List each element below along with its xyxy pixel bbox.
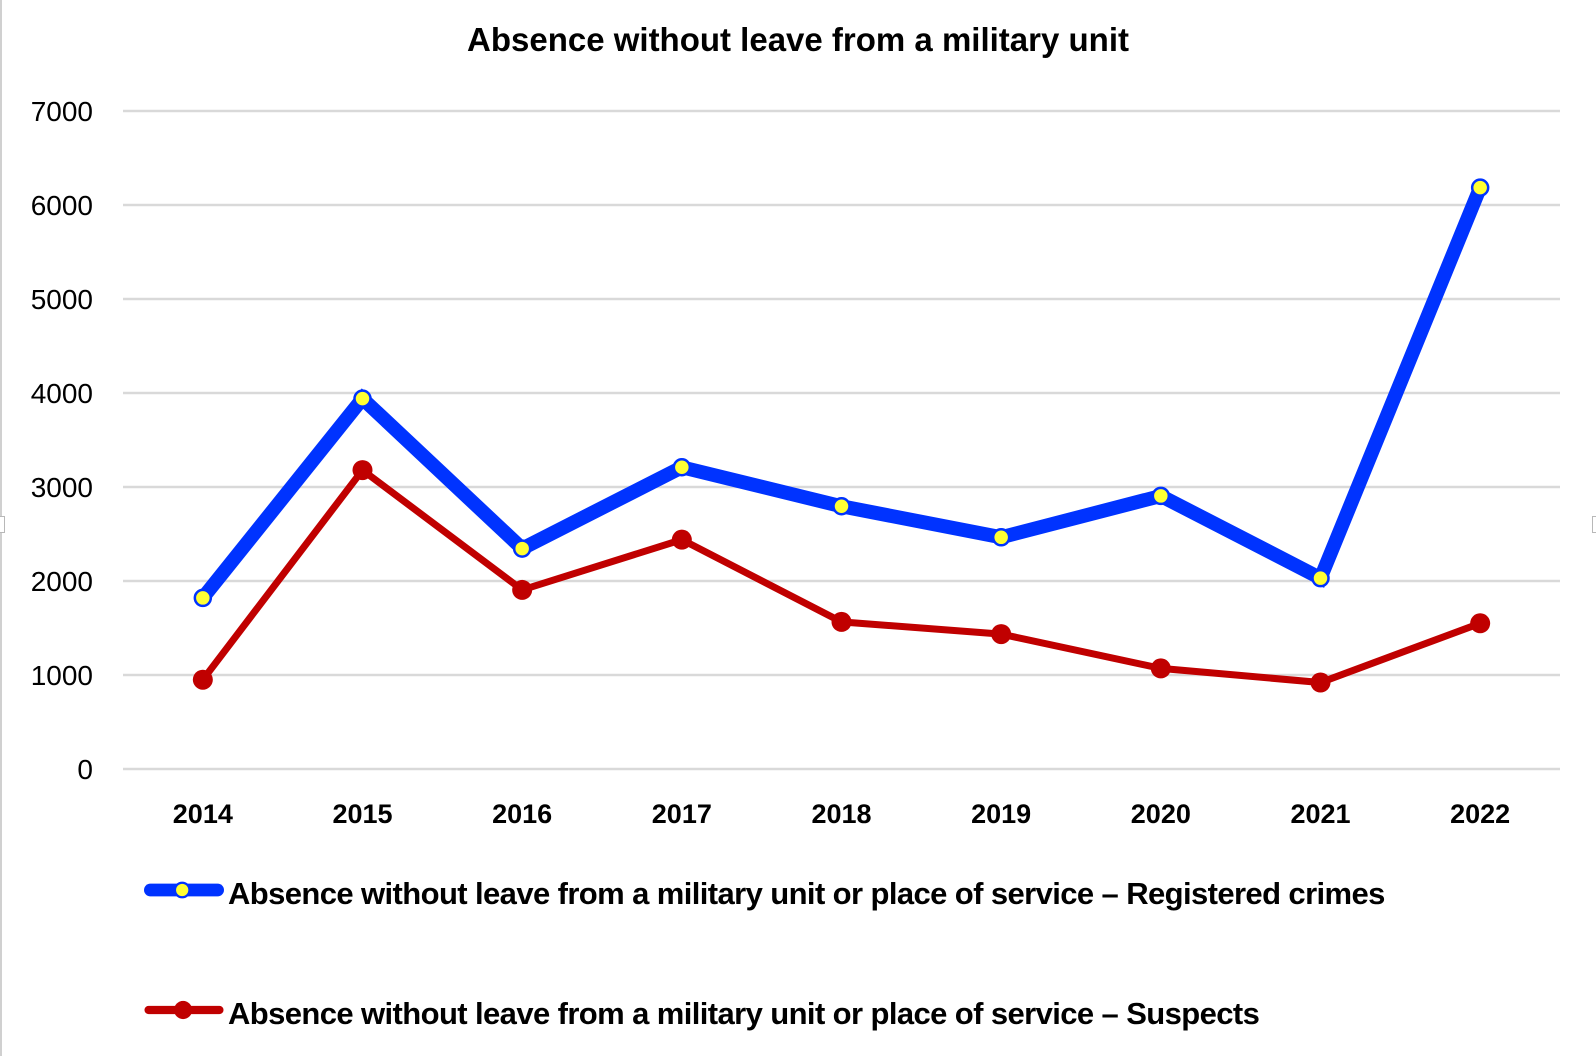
legend-item-registered[interactable]: Absence without leave from a military un… (140, 870, 1468, 917)
chart-title: Absence without leave from a military un… (467, 21, 1129, 58)
data-point[interactable] (1310, 672, 1331, 693)
x-tick-label: 2018 (811, 799, 871, 829)
data-point[interactable] (192, 669, 213, 690)
x-tick-label: 2016 (492, 799, 552, 829)
y-tick-label: 6000 (31, 190, 93, 221)
data-point[interactable] (832, 497, 851, 516)
legend-label-suspects: Absence without leave from a military un… (228, 996, 1260, 1031)
y-tick-label: 7000 (31, 96, 93, 127)
data-point[interactable] (193, 588, 213, 608)
resize-handle-left[interactable] (0, 516, 5, 533)
x-axis-tick-labels: 2014 2015 2016 2017 2018 2019 2020 2021 2022 (173, 799, 1510, 829)
resize-handle-right[interactable] (1592, 516, 1596, 533)
data-point[interactable] (1470, 178, 1490, 197)
y-tick-label: 1000 (31, 660, 93, 691)
x-tick-label: 2020 (1131, 799, 1191, 829)
data-point[interactable] (991, 528, 1011, 547)
data-point[interactable] (991, 624, 1012, 645)
x-tick-label: 2015 (332, 799, 392, 829)
x-tick-label: 2017 (652, 799, 712, 829)
data-point[interactable] (672, 458, 692, 477)
series-layer (192, 178, 1491, 693)
data-point[interactable] (352, 460, 373, 481)
y-axis-tick-labels: 0 1000 2000 3000 4000 5000 6000 7000 (31, 96, 93, 785)
y-tick-label: 2000 (31, 566, 93, 597)
x-tick-label: 2022 (1450, 799, 1510, 829)
x-tick-label: 2014 (173, 799, 233, 829)
data-point[interactable] (1311, 568, 1330, 588)
data-point[interactable] (671, 529, 692, 550)
data-point[interactable] (512, 539, 532, 558)
x-tick-label: 2021 (1290, 799, 1350, 829)
data-point[interactable] (1151, 486, 1171, 506)
series-registered-crimes (193, 178, 1490, 608)
data-point[interactable] (512, 579, 533, 600)
y-tick-label: 5000 (31, 284, 93, 315)
legend-swatch-suspects-icon (144, 1000, 224, 1020)
data-point[interactable] (353, 389, 372, 408)
legend-swatch-registered-icon (144, 881, 224, 899)
data-point[interactable] (831, 611, 852, 632)
series-suspects (192, 460, 1491, 693)
legend-item-suspects[interactable]: Absence without leave from a military un… (140, 990, 1468, 1037)
data-point[interactable] (1150, 658, 1171, 679)
y-tick-label: 0 (77, 754, 93, 785)
y-tick-label: 4000 (31, 378, 93, 409)
x-tick-label: 2019 (971, 799, 1031, 829)
y-tick-label: 3000 (31, 472, 93, 503)
data-point[interactable] (1470, 613, 1491, 634)
legend-label-registered: Absence without leave from a military un… (228, 876, 1385, 911)
